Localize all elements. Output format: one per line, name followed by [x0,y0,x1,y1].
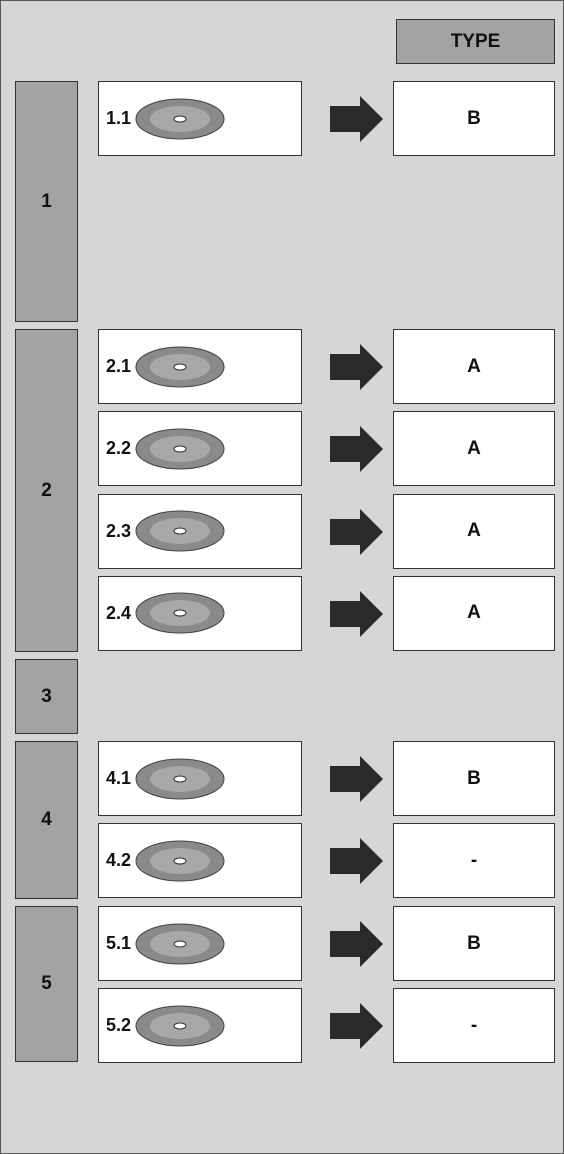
item-label: 5.1 [106,933,132,953]
type-value: - [393,988,555,1064]
item-label: 2.4 [106,602,132,623]
disc-icon [135,428,225,470]
item-box: 2.4 [98,575,302,651]
item-box: 4.2 [98,823,302,899]
arrow [330,756,383,802]
arrow [330,426,383,473]
arrow [330,96,383,142]
arrow [330,508,383,555]
type-value: A [393,575,555,651]
arrow [330,838,383,885]
item-label: 2.3 [106,520,132,541]
disc-icon [135,592,225,634]
disc-icon [135,840,225,882]
item-label: 5.2 [106,1015,132,1036]
item-label: 4.1 [106,768,132,788]
item-box: 1.1 [98,81,302,156]
item-box: 4.1 [98,741,302,816]
type-header: TYPE [396,19,555,64]
arrow [330,344,383,390]
group-label: 1 [15,81,78,322]
item-box: 2.2 [98,411,302,487]
arrow [330,1003,383,1050]
type-value: B [393,906,555,981]
item-label: 2.2 [106,438,132,459]
item-box: 5.2 [98,988,302,1064]
arrow [330,921,383,967]
type-value: A [393,411,555,487]
disc-icon [135,98,225,139]
disc-icon [135,510,225,552]
type-value: - [393,823,555,899]
item-box: 2.1 [98,329,302,404]
item-label: 4.2 [106,850,132,871]
type-value: B [393,741,555,816]
item-box: 2.3 [98,493,302,569]
disc-icon [135,346,225,387]
type-value: A [393,493,555,569]
item-label: 1.1 [106,108,132,128]
group-label: 2 [15,329,78,652]
type-value: A [393,329,555,404]
group-label: 3 [15,659,78,734]
arrow [330,590,383,637]
disc-icon [135,758,225,799]
group-label: 5 [15,906,78,1062]
group-label: 4 [15,741,78,899]
item-label: 2.1 [106,356,132,376]
disc-icon [135,923,225,964]
type-value: B [393,81,555,156]
disc-icon [135,1005,225,1047]
item-box: 5.1 [98,906,302,981]
